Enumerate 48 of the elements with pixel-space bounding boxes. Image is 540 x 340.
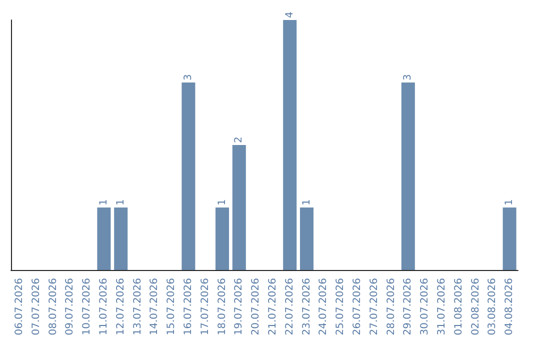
- bar: [502, 208, 516, 270]
- x-tick-label: 01.08.2026: [453, 278, 464, 336]
- data-label: 4: [284, 12, 296, 18]
- bar: [182, 82, 196, 270]
- x-tick-label: 12.07.2026: [115, 278, 126, 336]
- x-tick-label: 08.07.2026: [48, 278, 59, 336]
- x-tick-label: 02.08.2026: [470, 278, 482, 336]
- x-tick-label: 07.07.2026: [30, 278, 42, 336]
- x-tick-label: 23.07.2026: [301, 278, 312, 336]
- bar: [232, 145, 246, 270]
- x-tick-label: 09.07.2026: [64, 278, 76, 336]
- bar: [114, 208, 128, 270]
- x-tick-label: 24.07.2026: [318, 278, 330, 336]
- x-tick-label: 28.07.2026: [386, 278, 397, 336]
- x-tick-label: 03.08.2026: [487, 278, 498, 336]
- x-tick-label: 14.07.2026: [149, 278, 160, 336]
- x-tick-label: 31.07.2026: [436, 278, 448, 336]
- bar: [300, 208, 314, 270]
- x-tick-label: 17.07.2026: [200, 278, 211, 336]
- data-label: 2: [234, 136, 245, 143]
- x-tick-label: 13.07.2026: [132, 278, 144, 336]
- x-tick-label: 16.07.2026: [182, 278, 194, 336]
- data-label: 1: [98, 199, 110, 206]
- data-label: 1: [115, 199, 126, 206]
- data-label: 1: [301, 199, 312, 206]
- bar: [401, 82, 415, 270]
- x-tick-label: 29.07.2026: [402, 278, 414, 336]
- x-tick-label: 18.07.2026: [216, 278, 228, 336]
- x-tick-label: 30.07.2026: [420, 278, 431, 336]
- data-label: 1: [504, 199, 516, 206]
- x-tick-label: 10.07.2026: [82, 278, 93, 336]
- x-tick-label: 27.07.2026: [368, 278, 380, 336]
- data-label: 3: [182, 74, 194, 80]
- x-tick-label: 20.07.2026: [250, 278, 262, 336]
- bar: [97, 208, 111, 270]
- x-tick-label: 19.07.2026: [234, 278, 245, 336]
- bar: [215, 208, 230, 270]
- x-tick-label: 21.07.2026: [267, 278, 278, 336]
- x-tick-label: 25.07.2026: [335, 278, 346, 336]
- x-tick-label: 04.08.2026: [504, 278, 516, 336]
- data-label: 1: [216, 199, 228, 206]
- x-tick-label: 22.07.2026: [284, 278, 296, 336]
- bar: [283, 20, 297, 270]
- x-tick-label: 15.07.2026: [166, 278, 178, 336]
- x-tick-label: 11.07.2026: [98, 278, 110, 336]
- x-tick-label: 26.07.2026: [352, 278, 363, 336]
- x-tick-label: 06.07.2026: [14, 278, 25, 336]
- data-label: 3: [402, 74, 414, 80]
